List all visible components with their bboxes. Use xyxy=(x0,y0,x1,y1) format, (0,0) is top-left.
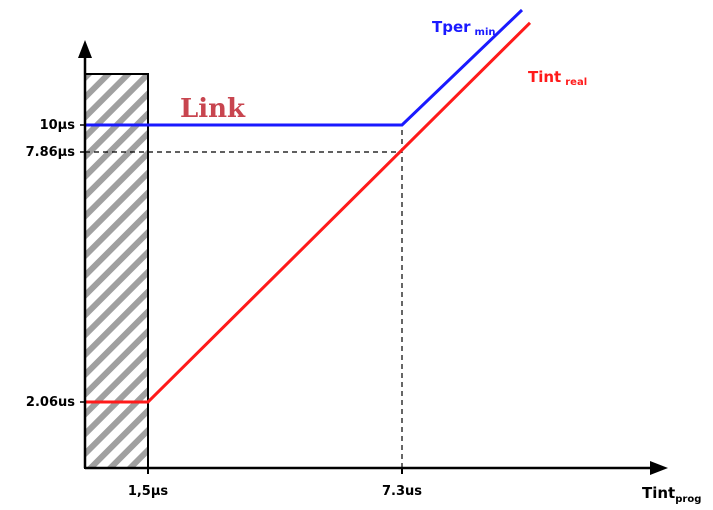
x-axis-arrow xyxy=(650,461,668,475)
y-tick-label-2: 2.06us xyxy=(26,395,75,410)
legend-tper-sub: min xyxy=(475,27,496,38)
legend-tint-sub: real xyxy=(565,77,587,88)
forbidden-region xyxy=(84,73,149,469)
watermark-logo: Link xyxy=(180,94,246,124)
x-axis-label-main: Tint xyxy=(642,484,675,502)
legend-tper-min: Tper min xyxy=(432,18,496,38)
x-tick-label-0: 1,5µs xyxy=(128,484,169,499)
legend-tper-main: Tper xyxy=(432,18,471,36)
x-tick-label-1: 7.3us xyxy=(382,484,422,499)
x-axis-label: Tintprog xyxy=(642,484,701,505)
y-tick-label-0: 10µs xyxy=(40,118,76,133)
y-axis-arrow xyxy=(78,40,92,58)
series-line-1 xyxy=(85,21,532,404)
series-line-0 xyxy=(85,8,524,127)
y-tick-label-1: 7.86µs xyxy=(26,145,76,160)
x-axis-label-sub: prog xyxy=(675,494,701,505)
legend-tint-real: Tint real xyxy=(528,68,587,88)
legend-tint-main: Tint xyxy=(528,68,561,86)
